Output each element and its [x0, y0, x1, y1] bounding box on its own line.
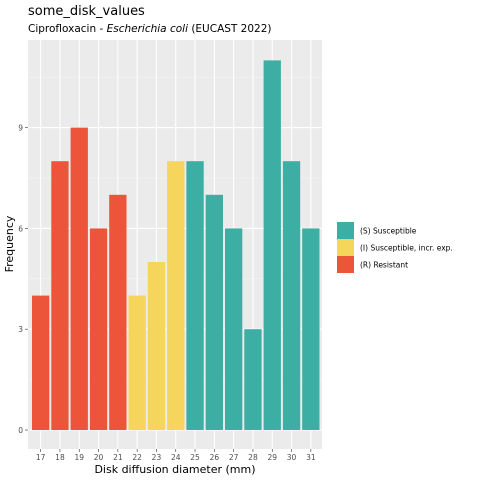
bar-18 [51, 161, 69, 430]
bar-25 [186, 161, 204, 430]
bar-30 [282, 161, 301, 430]
x-tick-label: 25 [190, 453, 200, 462]
legend-key-S [337, 222, 354, 239]
bar-29 [263, 60, 281, 431]
x-tick-label: 27 [229, 453, 239, 462]
x-tick-label: 29 [267, 453, 277, 462]
x-tick-label: 18 [55, 453, 65, 462]
bar-19 [70, 127, 88, 430]
subtitle-suffix: (EUCAST 2022) [188, 23, 272, 35]
y-tick-label: 6 [18, 224, 23, 233]
legend-label-S: (S) Susceptible [360, 227, 417, 236]
chart-subtitle: Ciprofloxacin - Escherichia coli (EUCAST… [28, 23, 272, 35]
x-tick-label: 30 [287, 453, 297, 462]
bar-23 [147, 262, 166, 430]
legend-label-R: (R) Resistant [360, 261, 408, 270]
x-tick-label: 21 [113, 453, 123, 462]
bars [32, 60, 320, 431]
bar-22 [128, 295, 146, 430]
x-tick-label: 23 [152, 453, 162, 462]
legend: (S) Susceptible (I) Susceptible, incr. ex… [337, 222, 453, 273]
bar-28 [244, 329, 262, 430]
x-tick-label: 31 [306, 453, 316, 462]
x-tick-label: 17 [36, 453, 46, 462]
chart-title: some_disk_values [28, 4, 145, 19]
x-tick-label: 19 [74, 453, 84, 462]
bar-24 [167, 161, 185, 430]
subtitle-prefix: Ciprofloxacin - [28, 23, 107, 35]
y-tick-label: 9 [18, 124, 23, 133]
legend-key-R [337, 256, 354, 273]
x-tick-label: 26 [210, 453, 220, 462]
y-axis: 0 3 6 9 [18, 124, 28, 435]
legend-label-I: (I) Susceptible, incr. exp. [360, 244, 453, 253]
bar-17 [32, 295, 50, 430]
legend-key-I [337, 239, 354, 256]
bar-26 [205, 194, 223, 430]
x-tick-label: 22 [132, 453, 142, 462]
x-axis-label: Disk diffusion diameter (mm) [94, 463, 255, 476]
y-tick-label: 0 [18, 426, 23, 435]
bar-31 [302, 228, 320, 430]
x-axis: 17 18 19 20 21 22 23 24 25 26 27 28 29 30 31 [36, 449, 316, 462]
bar-21 [109, 194, 127, 430]
subtitle-organism: Escherichia coli [107, 23, 188, 35]
x-tick-label: 28 [248, 453, 258, 462]
bar-27 [225, 228, 243, 430]
x-tick-label: 24 [171, 453, 181, 462]
bar-20 [89, 228, 108, 430]
y-tick-label: 3 [18, 325, 23, 334]
x-tick-label: 20 [94, 453, 104, 462]
y-axis-label: Frequency [3, 215, 16, 272]
